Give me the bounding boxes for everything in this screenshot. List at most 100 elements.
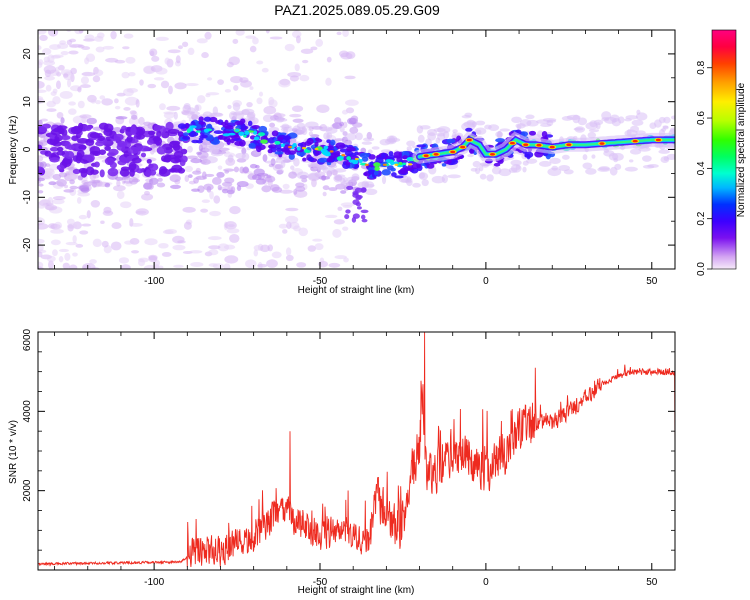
spectrogram-blob [467, 154, 474, 158]
spectrogram-blob [38, 45, 42, 51]
y-tick-label: -20 [22, 237, 33, 252]
spectrogram-blob [100, 220, 105, 224]
colorbar-tick-label: 0.4 [696, 161, 707, 175]
spectrogram-blob [56, 146, 64, 152]
spectrogram-blob [117, 160, 127, 166]
spectrogram-blob [351, 173, 360, 181]
spectrogram-blob [271, 130, 279, 137]
spectrogram-blob [184, 174, 190, 182]
spectrogram-blob [304, 148, 308, 153]
spectrogram-blob [147, 130, 156, 136]
snr-x-axis-label: Height of straight line (km) [298, 585, 415, 596]
spectrogram-blob [90, 98, 97, 104]
spectrogram-blob [226, 228, 240, 234]
spectrogram-blob [296, 171, 309, 180]
spectrogram-blob [224, 88, 231, 93]
spectrogram-blob [128, 161, 137, 171]
spectrogram-blob [474, 127, 487, 135]
spectrogram-blob [84, 34, 95, 41]
spectrogram-blob [344, 133, 357, 141]
spectrogram-blob [256, 60, 264, 65]
spectrogram-blob [177, 123, 187, 129]
spectrogram-blob [591, 154, 596, 159]
spectrogram-blob [56, 178, 67, 187]
spectrogram-blob [224, 221, 237, 230]
spectrogram-blob [198, 121, 206, 125]
spectrogram-blob [200, 208, 209, 213]
spectrogram-blob [90, 199, 101, 208]
spectrogram-blob [227, 104, 232, 110]
spectrogram-blob [38, 238, 45, 244]
spectrogram-blob [258, 91, 264, 97]
x-tick-label: 50 [646, 276, 658, 287]
spectrogram-blob [402, 155, 408, 160]
spectrogram-blob [166, 105, 181, 111]
spectrogram-blob [213, 136, 218, 143]
spectrogram-blob [213, 195, 221, 204]
spectrogram-y-axis: -20 -10 0 10 20 [22, 29, 675, 270]
spectrogram-blob [68, 101, 76, 106]
spectrogram-blob [104, 157, 115, 166]
spectrogram-blob [184, 165, 193, 173]
spectrogram-blob [488, 124, 500, 131]
spectrogram-blob [78, 144, 87, 150]
spectrogram-blob [79, 114, 92, 119]
spectrogram-blob [122, 88, 134, 97]
spectrogram-blob [164, 57, 171, 65]
spectrogram-blob [78, 214, 88, 220]
spectrogram-blob [50, 228, 64, 234]
spectrogram-blob [295, 35, 301, 44]
spectrogram-blob [354, 157, 359, 161]
spectrogram-blob [490, 152, 496, 156]
spectrogram-blob [52, 195, 66, 201]
spectrogram-blob [256, 97, 263, 105]
spectrogram-blob [143, 264, 158, 269]
spectrogram-y-axis-label: Frequency (Hz) [8, 116, 19, 185]
spectrogram-blob [341, 154, 346, 157]
spectrogram-blob [288, 145, 293, 149]
spectrogram-blob [158, 168, 171, 177]
spectrogram-blob [127, 146, 140, 154]
spectrogram-blob [45, 204, 58, 211]
spectrogram-blob [304, 140, 312, 146]
spectrogram-blob [426, 163, 435, 169]
spectrogram-blob [44, 150, 52, 157]
spectrogram-blob [225, 125, 234, 130]
spectrogram-blob [342, 204, 353, 209]
spectrogram-blob [464, 112, 473, 118]
spectrogram-blob [139, 79, 144, 86]
spectrogram-blob [302, 146, 307, 150]
spectrogram-blob [345, 209, 351, 214]
spectrogram-blob [626, 129, 632, 136]
spectrogram-blob [101, 240, 109, 248]
spectrogram-blob [84, 125, 92, 131]
spectrogram-blob [192, 170, 202, 175]
spectrogram-blob [95, 141, 105, 147]
spectrogram-blob [60, 135, 71, 141]
spectrogram-blob [38, 177, 46, 182]
spectrogram-blob [78, 167, 88, 174]
spectrogram-blob [38, 61, 43, 69]
spectrogram-blob [104, 182, 111, 188]
spectrogram-blob [207, 236, 222, 241]
spectrogram-blob [495, 138, 506, 143]
spectrogram-blob [107, 167, 119, 177]
spectrogram-blob [632, 139, 638, 143]
spectrogram-blob [175, 55, 181, 64]
spectrogram-blob [234, 141, 244, 147]
spectrogram-blob [68, 264, 78, 269]
spectrogram-blob [99, 95, 106, 100]
spectrogram-blob [280, 143, 285, 148]
spectrogram-blob [92, 75, 101, 83]
spectrogram-blob [238, 131, 245, 136]
spectrogram-blob [58, 256, 64, 263]
spectrogram-blob [284, 43, 295, 52]
spectrogram-blob [364, 181, 375, 189]
spectrogram-blob [247, 120, 253, 127]
spectrogram-blob [549, 145, 555, 149]
spectrogram-blob [63, 189, 75, 193]
spectrogram-blob [233, 110, 245, 119]
spectrogram-blob [561, 154, 570, 160]
spectrogram-blob [662, 125, 669, 129]
